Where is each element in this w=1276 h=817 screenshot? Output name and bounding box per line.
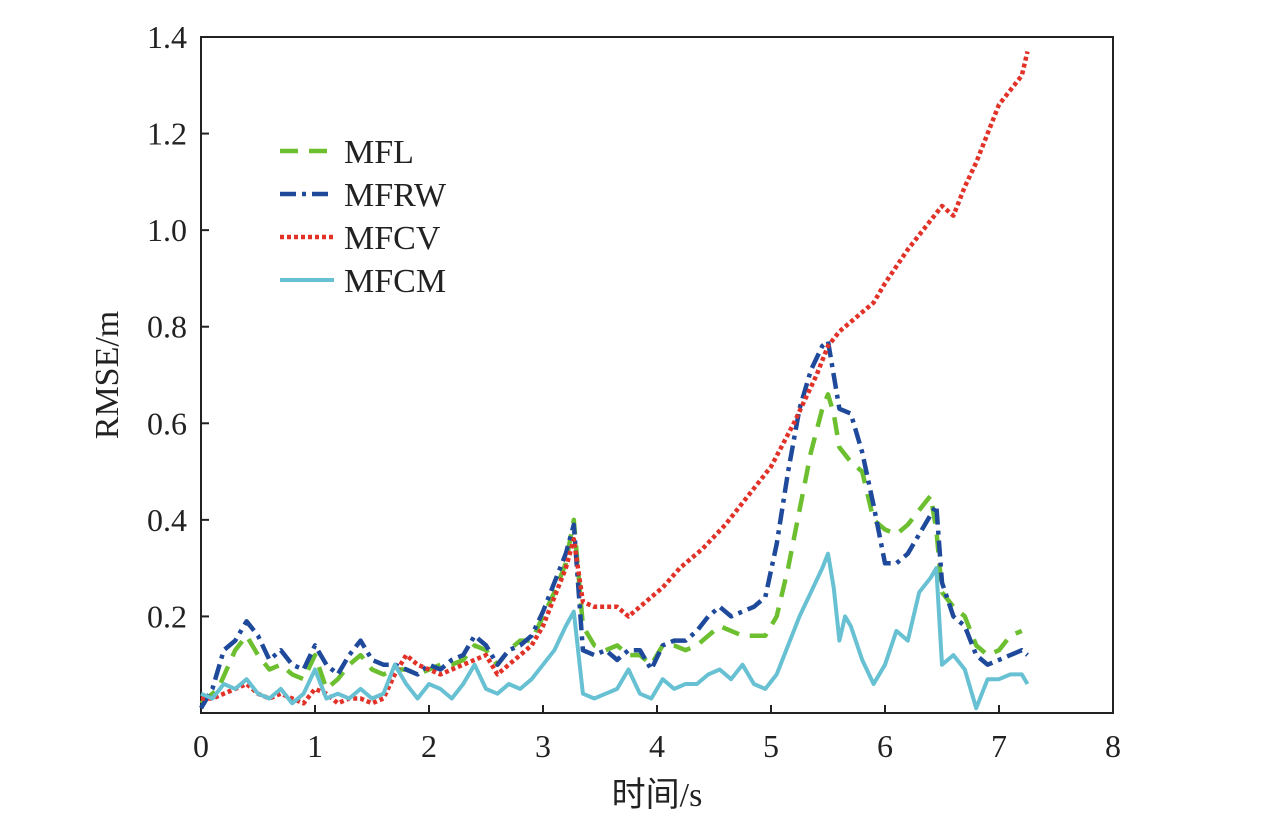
y-axis-title: RMSE/m	[89, 311, 126, 439]
x-tick-label-7: 7	[991, 728, 1007, 764]
y-tick-label-0.8: 0.8	[147, 309, 187, 345]
x-tick-label-5: 5	[763, 728, 779, 764]
x-tick-label-2: 2	[421, 728, 437, 764]
series-line-mfcm	[200, 551, 1030, 711]
legend-label-mfrw: MFRW	[344, 177, 447, 214]
legend: MFL MFRW MFCV MFCM	[280, 134, 447, 300]
y-tick-label-1.2: 1.2	[147, 116, 187, 152]
plot-frame	[200, 36, 1114, 714]
y-tick-label-0.6: 0.6	[147, 405, 187, 441]
x-tick-label-3: 3	[535, 728, 551, 764]
x-tick-label-6: 6	[877, 728, 893, 764]
x-tick-label-4: 4	[649, 728, 665, 764]
series-line-mfl	[199, 392, 1023, 706]
legend-label-mfcv: MFCV	[344, 220, 441, 257]
series-line-mfrw	[199, 338, 1029, 710]
legend-label-mfcm: MFCM	[344, 263, 446, 300]
legend-label-mfl: MFL	[344, 134, 414, 171]
x-tick-label-8: 8	[1105, 728, 1121, 764]
y-tick-label-1.4: 1.4	[147, 19, 187, 55]
x-axis-title: 时间/s	[612, 777, 703, 814]
x-tick-label-0: 0	[193, 728, 209, 764]
ticks-layer: 0 1 2 3 4 5 6 7 8 0.2 0.4 0.6 0.8 1.0 1.2 1.4	[147, 19, 1121, 764]
x-tick-label-1: 1	[307, 728, 323, 764]
y-tick-label-0.4: 0.4	[147, 502, 187, 538]
y-tick-label-0.2: 0.2	[147, 598, 187, 634]
y-tick-label-1.0: 1.0	[147, 212, 187, 248]
series-layer	[199, 50, 1030, 711]
